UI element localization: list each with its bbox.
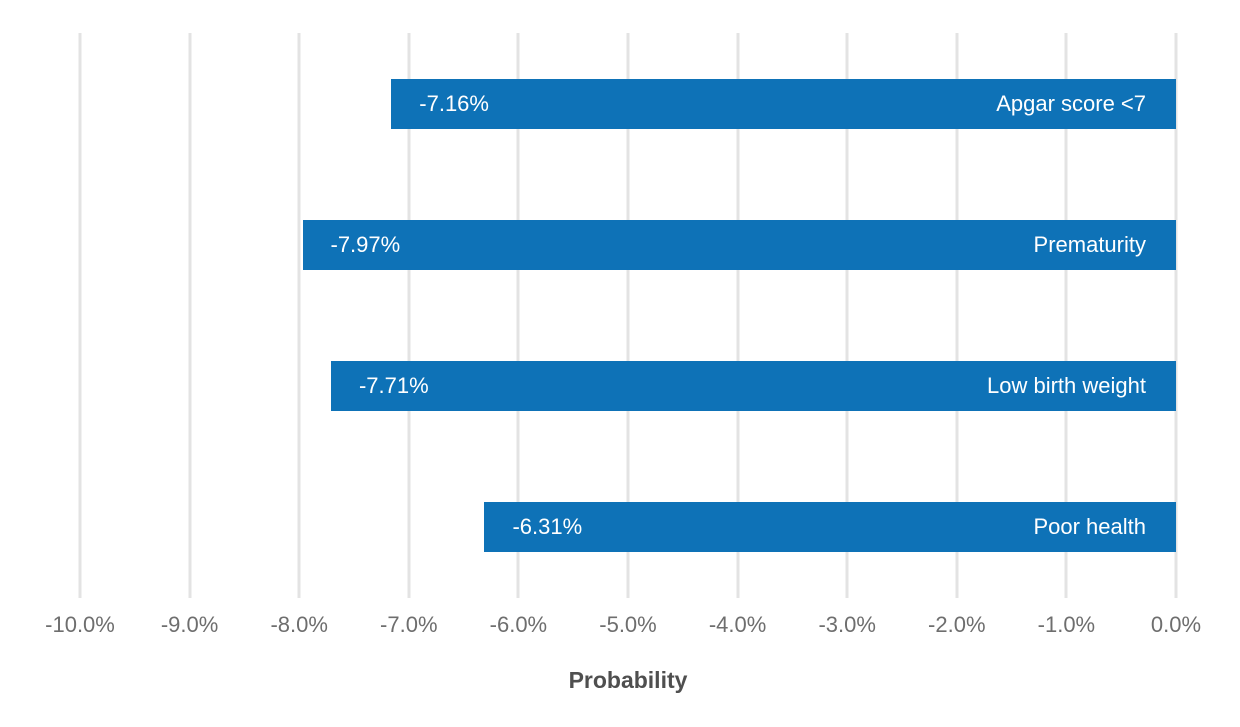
bar-category-label: Prematurity [1033, 231, 1146, 257]
bar: -7.97% Prematurity [302, 219, 1176, 270]
gridline [407, 33, 411, 598]
bar-value-label: -7.71% [358, 373, 429, 399]
x-tick-label: -7.0% [380, 612, 438, 637]
x-tick-label: 0.0% [1150, 612, 1202, 637]
gridline [736, 33, 740, 598]
gridline [1064, 33, 1068, 598]
x-tick-label: -10.0% [45, 612, 115, 637]
x-tick-label: -8.0% [270, 612, 328, 637]
gridline [297, 33, 301, 598]
x-tick-label: -1.0% [1037, 612, 1096, 637]
gridline [955, 33, 959, 598]
bar-category-label: Low birth weight [987, 373, 1146, 399]
bars-layer: -7.16% Apgar score <7 -7.97% Prematurity -7.… [80, 33, 1176, 598]
gridline [845, 33, 849, 598]
gridline [626, 33, 630, 598]
x-tick-label: -2.0% [928, 612, 986, 637]
x-tick-label: -4.0% [708, 612, 767, 637]
bar: -6.31% Poor health [484, 502, 1176, 553]
bar-value-label: -7.97% [330, 231, 401, 257]
x-axis-tick-labels: -10.0% -9.0% -8.0% -7.0% -6.0% -5.0% -4.0% -3.0… [45, 612, 1201, 644]
gridline [78, 33, 82, 598]
bar-category-label: Poor health [1033, 514, 1146, 540]
x-tick-label: -9.0% [160, 612, 219, 637]
bar: -7.16% Apgar score <7 [391, 78, 1176, 129]
plot-area: -7.16% Apgar score <7 -7.97% Prematurity -7.… [78, 33, 1178, 598]
bar-value-label: -7.16% [419, 90, 489, 116]
bar-value-label: -6.31% [512, 514, 583, 540]
gridlines-layer [78, 33, 1178, 598]
gridline [1174, 33, 1178, 598]
bar: -7.71% Low birth weight [330, 361, 1176, 412]
gridline [188, 33, 192, 598]
x-axis-title: Probability [568, 667, 688, 693]
x-tick-label: -3.0% [818, 612, 876, 637]
x-tick-label: -5.0% [599, 612, 657, 637]
x-tick-label: -6.0% [489, 612, 548, 637]
bar-category-label: Apgar score <7 [996, 90, 1146, 116]
gridline [516, 33, 520, 598]
